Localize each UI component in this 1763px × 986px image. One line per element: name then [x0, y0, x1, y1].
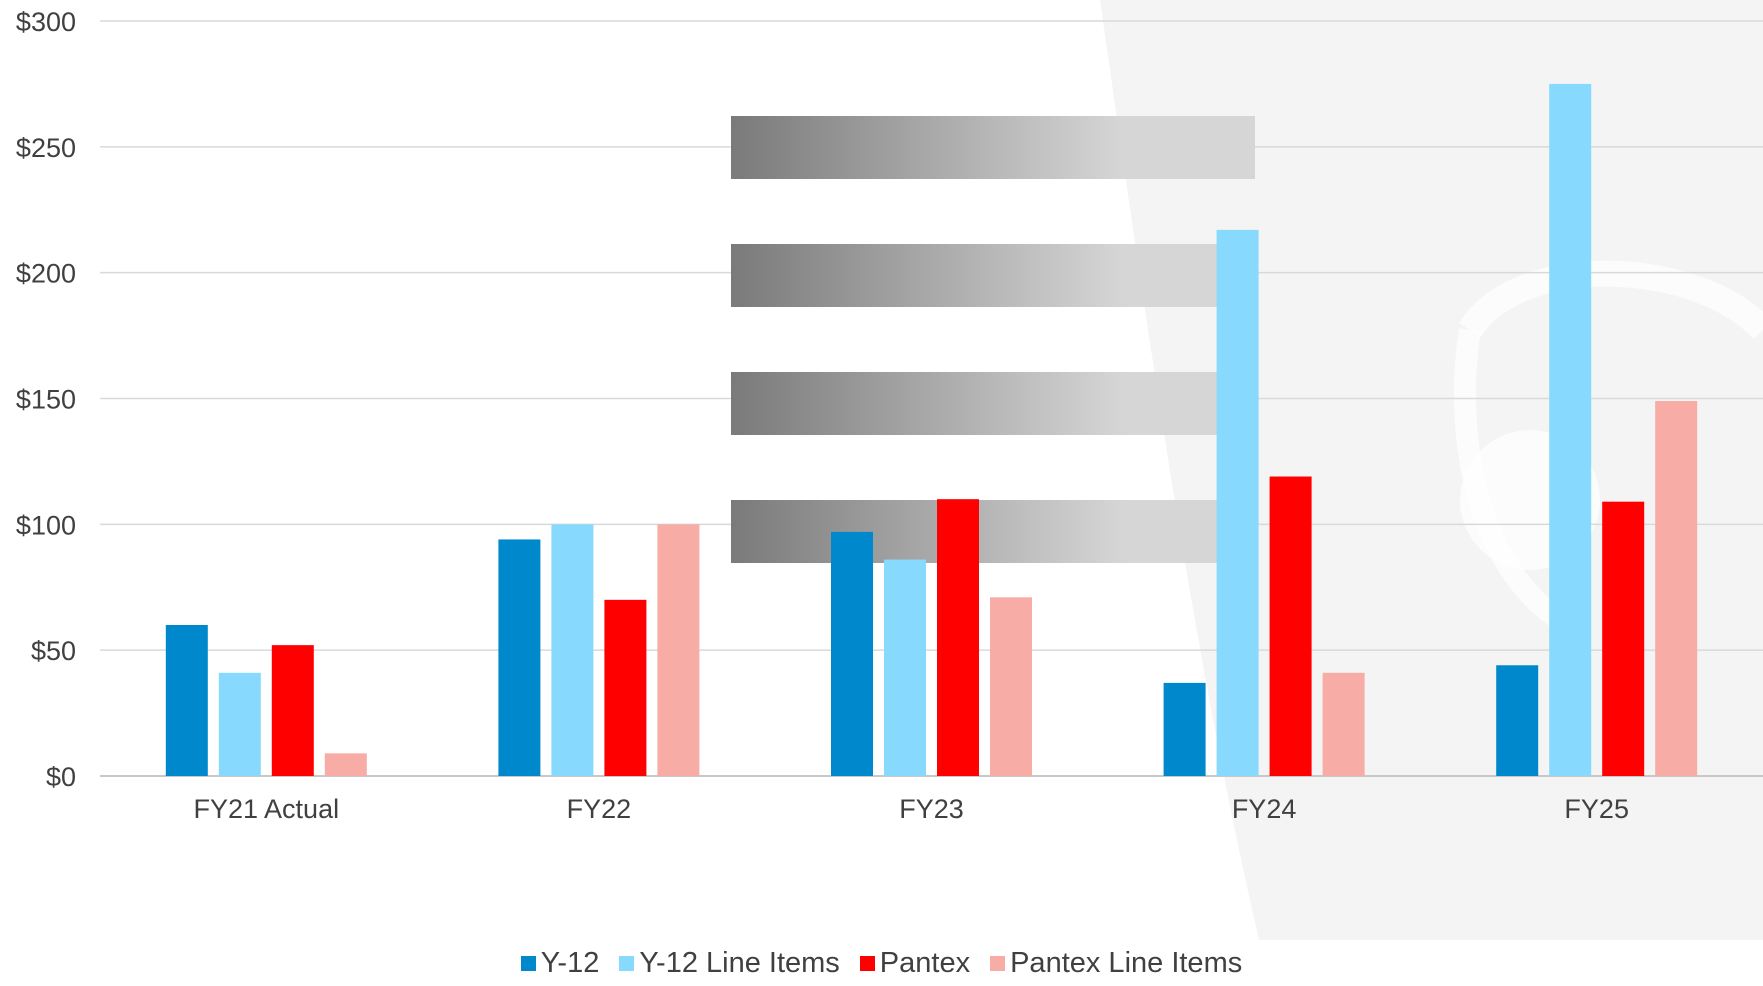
y-tick-label: $100	[16, 510, 76, 540]
gradient-band	[731, 372, 1255, 435]
bar	[831, 531, 873, 776]
gradient-band	[731, 500, 1255, 563]
y-tick-label: $50	[31, 636, 76, 666]
bar	[271, 645, 314, 776]
y-axis-ticks: $0 $50 $100 $150 $200 $250 $300	[16, 7, 76, 792]
bar	[551, 524, 594, 776]
decorative-gradient-bands	[731, 116, 1255, 563]
bar	[498, 539, 541, 776]
legend-label: Y-12 Line Items	[639, 946, 840, 979]
bars	[165, 83, 1698, 777]
legend-swatch	[619, 955, 635, 971]
gradient-band	[731, 116, 1255, 179]
y-tick-label: $0	[46, 762, 76, 792]
bar	[1163, 682, 1206, 776]
legend-swatch	[990, 955, 1006, 971]
bar	[1655, 401, 1698, 776]
x-tick-label: FY21 Actual	[194, 794, 340, 824]
x-axis-ticks: FY21 Actual FY22 FY23 FY24 FY25	[194, 794, 1629, 824]
bar	[1216, 229, 1259, 777]
x-tick-label: FY23	[899, 794, 964, 824]
bar	[165, 625, 208, 776]
gradient-band	[731, 244, 1255, 307]
legend-swatch	[859, 955, 875, 971]
y-tick-label: $200	[16, 259, 76, 289]
bar	[324, 753, 367, 776]
legend-item: Pantex	[859, 946, 971, 980]
bar	[884, 559, 926, 776]
bar	[990, 597, 1032, 776]
legend-item: Y-12	[520, 946, 600, 980]
bar	[604, 599, 647, 776]
y-tick-label: $300	[16, 7, 76, 37]
bar	[1602, 501, 1645, 776]
bar	[1496, 665, 1539, 776]
bar	[1322, 672, 1365, 776]
x-tick-label: FY22	[567, 794, 632, 824]
x-tick-label: FY25	[1564, 794, 1629, 824]
legend: Y-12 Y-12 Line Items Pantex Pantex Line Ite…	[0, 940, 1763, 986]
legend-item: Pantex Line Items	[990, 947, 1242, 980]
bar	[1549, 83, 1592, 776]
legend-item: Y-12 Line Items	[619, 946, 840, 980]
legend-label: Y-12	[540, 946, 600, 979]
legend-label: Pantex Line Items	[1010, 946, 1243, 979]
legend-label: Pantex	[879, 946, 971, 979]
y-tick-label: $150	[16, 385, 76, 415]
bar	[1269, 476, 1312, 776]
bar-chart: $0$50$100$150$200$250$300 FY21 Actual FY2…	[16, 0, 1763, 940]
bar	[218, 672, 261, 776]
bar	[657, 524, 700, 776]
y-tick-label: $250	[16, 133, 76, 163]
x-tick-label: FY24	[1232, 794, 1297, 824]
legend-swatch	[520, 955, 536, 971]
bar	[937, 499, 979, 776]
